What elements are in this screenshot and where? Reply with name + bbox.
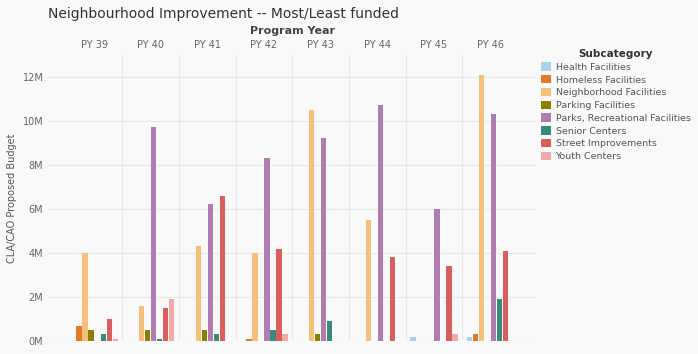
Bar bbox=[276, 249, 282, 341]
Bar bbox=[202, 330, 207, 341]
Bar bbox=[491, 114, 496, 341]
Bar bbox=[77, 326, 82, 341]
Bar bbox=[410, 337, 415, 341]
Bar bbox=[107, 319, 112, 341]
Bar bbox=[265, 158, 269, 341]
Bar bbox=[389, 257, 395, 341]
Bar bbox=[151, 127, 156, 341]
Y-axis label: CLA/CAO Proposed Budget: CLA/CAO Proposed Budget bbox=[7, 133, 17, 263]
Bar bbox=[309, 110, 314, 341]
Bar bbox=[434, 209, 440, 341]
X-axis label: Program Year: Program Year bbox=[250, 26, 335, 36]
Bar bbox=[270, 330, 276, 341]
Bar bbox=[101, 335, 106, 341]
Bar bbox=[315, 335, 320, 341]
Bar bbox=[467, 337, 472, 341]
Bar bbox=[321, 138, 327, 341]
Bar bbox=[169, 299, 174, 341]
Bar bbox=[503, 251, 508, 341]
Bar bbox=[327, 321, 332, 341]
Bar bbox=[452, 335, 458, 341]
Bar bbox=[157, 339, 163, 341]
Legend: Health Facilities, Homeless Facilities, Neighborhood Facilities, Parking Facilit: Health Facilities, Homeless Facilities, … bbox=[542, 49, 690, 161]
Bar bbox=[163, 308, 168, 341]
Bar bbox=[283, 335, 288, 341]
Bar bbox=[214, 335, 219, 341]
Bar bbox=[253, 253, 258, 341]
Bar bbox=[112, 339, 118, 341]
Bar bbox=[139, 306, 144, 341]
Bar bbox=[89, 330, 94, 341]
Text: Neighbourhood Improvement -- Most/Least funded: Neighbourhood Improvement -- Most/Least … bbox=[48, 7, 399, 21]
Bar bbox=[473, 335, 478, 341]
Bar bbox=[246, 339, 252, 341]
Bar bbox=[208, 205, 213, 341]
Bar bbox=[145, 330, 150, 341]
Bar bbox=[195, 246, 201, 341]
Bar bbox=[220, 196, 225, 341]
Bar bbox=[378, 105, 383, 341]
Bar bbox=[82, 253, 88, 341]
Bar bbox=[497, 299, 503, 341]
Bar bbox=[366, 220, 371, 341]
Bar bbox=[446, 266, 452, 341]
Bar bbox=[479, 75, 484, 341]
